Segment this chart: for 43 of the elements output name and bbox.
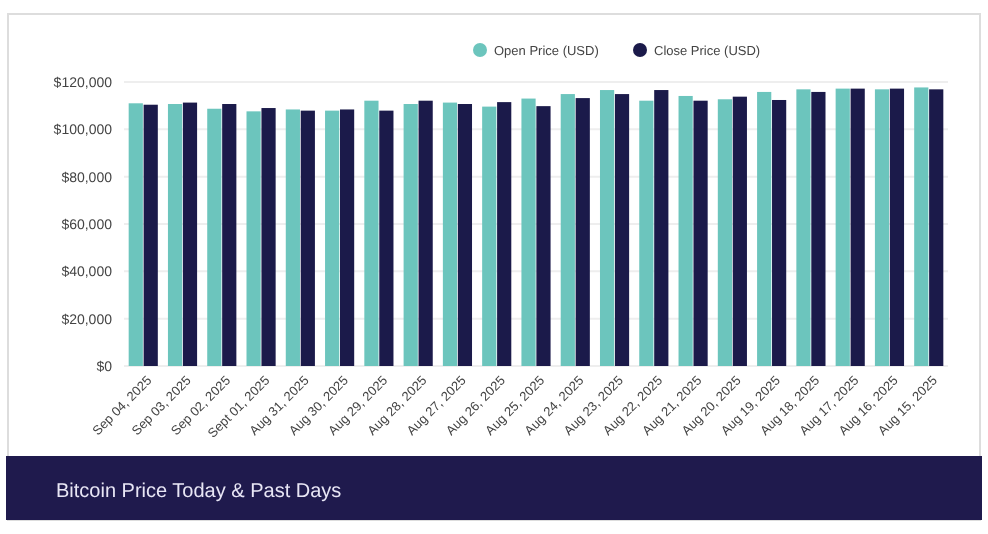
bar [654, 90, 669, 366]
bar [678, 95, 693, 366]
bar [403, 104, 418, 366]
bar [521, 98, 536, 366]
bar [128, 103, 143, 366]
bar [497, 102, 512, 366]
bar [261, 108, 276, 366]
text: Bitcoin Price Today & Past Days [56, 481, 342, 503]
bar [285, 109, 300, 366]
bar [482, 106, 497, 366]
bar [757, 91, 772, 366]
bar [811, 91, 826, 366]
bar [914, 87, 929, 366]
bar [693, 100, 708, 366]
bar [929, 89, 944, 366]
bar [364, 100, 379, 366]
bar [418, 100, 433, 366]
bar [325, 110, 340, 366]
bar [379, 110, 394, 366]
bar [222, 104, 237, 366]
bar [246, 111, 261, 366]
bar [835, 88, 850, 366]
bar [639, 100, 654, 366]
bar [340, 109, 355, 366]
bar [182, 102, 198, 366]
bar [732, 96, 747, 366]
bar [889, 88, 905, 366]
bar [560, 94, 575, 366]
bar [575, 98, 590, 366]
bar [536, 106, 551, 366]
bar [772, 99, 787, 366]
bar [167, 104, 183, 366]
bar [457, 104, 473, 366]
bar [599, 90, 615, 366]
bar [874, 89, 890, 366]
bar [850, 88, 865, 366]
bar [614, 94, 630, 366]
bar [717, 99, 732, 366]
bar [300, 110, 315, 366]
bar [143, 104, 158, 366]
bar [796, 89, 811, 366]
bar [207, 108, 222, 366]
bar [442, 102, 458, 366]
